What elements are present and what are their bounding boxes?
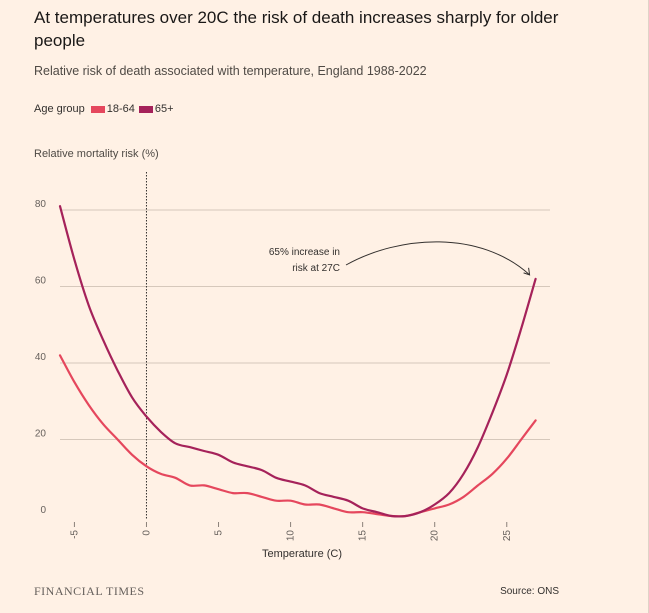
annotation-arrowhead xyxy=(523,267,531,276)
annotation-text-line1: 65% increase in xyxy=(269,247,340,258)
x-tick-label-10: 10 xyxy=(286,530,297,542)
x-axis-label: Temperature (C) xyxy=(262,548,342,560)
chart-plot: 0 20 40 60 80 -5 0 5 10 15 20 25 Temperature (C) 65% … xyxy=(35,172,550,560)
source-note: Source: ONS xyxy=(500,586,559,597)
legend-label-18-64: 18-64 xyxy=(106,103,135,115)
annotation-arrow xyxy=(345,241,530,276)
y-tick-label-80: 80 xyxy=(35,199,47,210)
x-tick-label-20: 20 xyxy=(430,530,441,542)
legend-item-65-plus: 65+ xyxy=(138,103,174,115)
y-axis-label: Relative mortality risk (%) xyxy=(34,148,159,160)
legend-item-18-64: 18-64 xyxy=(90,103,135,115)
legend-swatch-65-plus xyxy=(138,105,153,113)
y-tick-label-60: 60 xyxy=(35,276,47,287)
legend-label-65-plus: 65+ xyxy=(154,103,174,115)
x-tick-label-0: 0 xyxy=(141,530,152,536)
y-tick-label-20: 20 xyxy=(35,429,47,440)
ft-brand: FINANCIAL TIMES xyxy=(34,584,145,598)
series-line-18-64 xyxy=(58,354,537,518)
annotation-text-line2: risk at 27C xyxy=(292,263,340,274)
legend-title: Age group xyxy=(34,103,85,115)
y-tick-label-0: 0 xyxy=(40,505,46,516)
chart-subtitle: Relative risk of death associated with t… xyxy=(34,64,427,78)
chart-title: At temperatures over 20C the risk of dea… xyxy=(34,8,559,50)
x-tick-label--5: -5 xyxy=(69,530,80,539)
y-tick-label-40: 40 xyxy=(35,352,47,363)
x-tick-label-15: 15 xyxy=(358,530,369,542)
legend-swatch-18-64 xyxy=(90,105,105,113)
x-tick-label-5: 5 xyxy=(214,530,225,536)
series-line-65-plus xyxy=(58,205,537,518)
x-tick-label-25: 25 xyxy=(502,530,513,542)
legend: Age group 18-64 65+ xyxy=(34,103,178,115)
